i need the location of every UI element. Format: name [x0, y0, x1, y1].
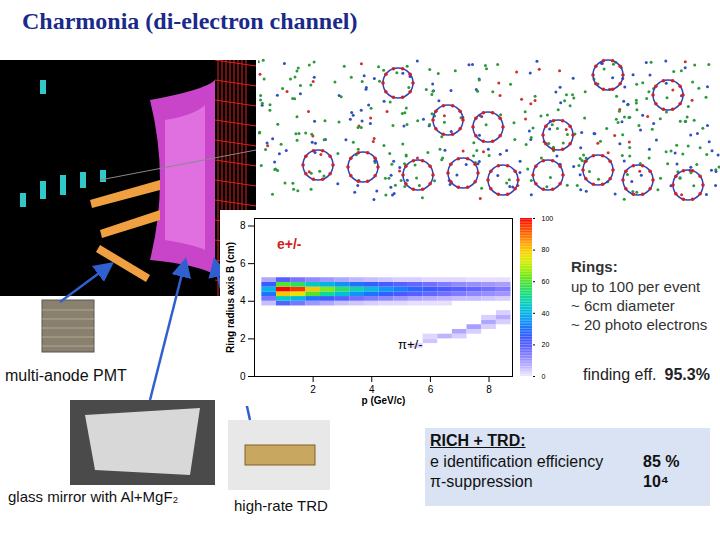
svg-text:2: 2	[310, 384, 316, 395]
svg-text:p (GeV/c): p (GeV/c)	[362, 395, 406, 406]
svg-text:8: 8	[486, 384, 492, 395]
svg-text:0: 0	[542, 373, 546, 380]
html-text:glass mirror with Al+MgF₂: glass mirror with Al+MgF₂	[8, 488, 179, 505]
html-text:10⁴: 10⁴	[643, 473, 669, 490]
html-text:RICH + TRD:: RICH + TRD:	[430, 432, 526, 449]
svg-text:80: 80	[542, 246, 550, 253]
svg-text:4: 4	[369, 384, 375, 395]
html-text:~ 6cm diameter: ~ 6cm diameter	[571, 297, 675, 314]
svg-text:8: 8	[240, 220, 246, 231]
html-text:Rings:: Rings:	[571, 258, 618, 275]
html-text:Charmonia (di-electron channel: Charmonia (di-electron channel)	[22, 8, 358, 34]
svg-text:20: 20	[542, 341, 550, 348]
html-text:85 %: 85 %	[643, 453, 680, 470]
svg-text:4: 4	[240, 295, 246, 306]
html-text:~ 20 photo electrons: ~ 20 photo electrons	[571, 316, 708, 333]
html-text:up to 100 per event: up to 100 per event	[571, 278, 701, 295]
svg-text:2: 2	[240, 333, 246, 344]
svg-text:Ring radius axis B (cm): Ring radius axis B (cm)	[225, 242, 236, 353]
html-text:multi-anode PMT: multi-anode PMT	[5, 367, 127, 384]
svg-text:60: 60	[542, 278, 550, 285]
svg-text:6: 6	[240, 258, 246, 269]
html-text:95.3%: 95.3%	[664, 366, 710, 383]
html-text:finding eff.: finding eff.	[583, 366, 657, 383]
svg-text:100: 100	[542, 215, 554, 222]
html-text:π-suppression: π-suppression	[430, 473, 533, 490]
svg-text:0: 0	[240, 371, 246, 382]
html-text:high-rate TRD: high-rate TRD	[234, 497, 328, 514]
html-text:e+/-: e+/-	[277, 236, 302, 252]
svg-text:40: 40	[542, 310, 550, 317]
html-text:e identification efficiency: e identification efficiency	[430, 453, 604, 470]
svg-text:6: 6	[428, 384, 434, 395]
html-text:π+/-: π+/-	[398, 337, 423, 352]
